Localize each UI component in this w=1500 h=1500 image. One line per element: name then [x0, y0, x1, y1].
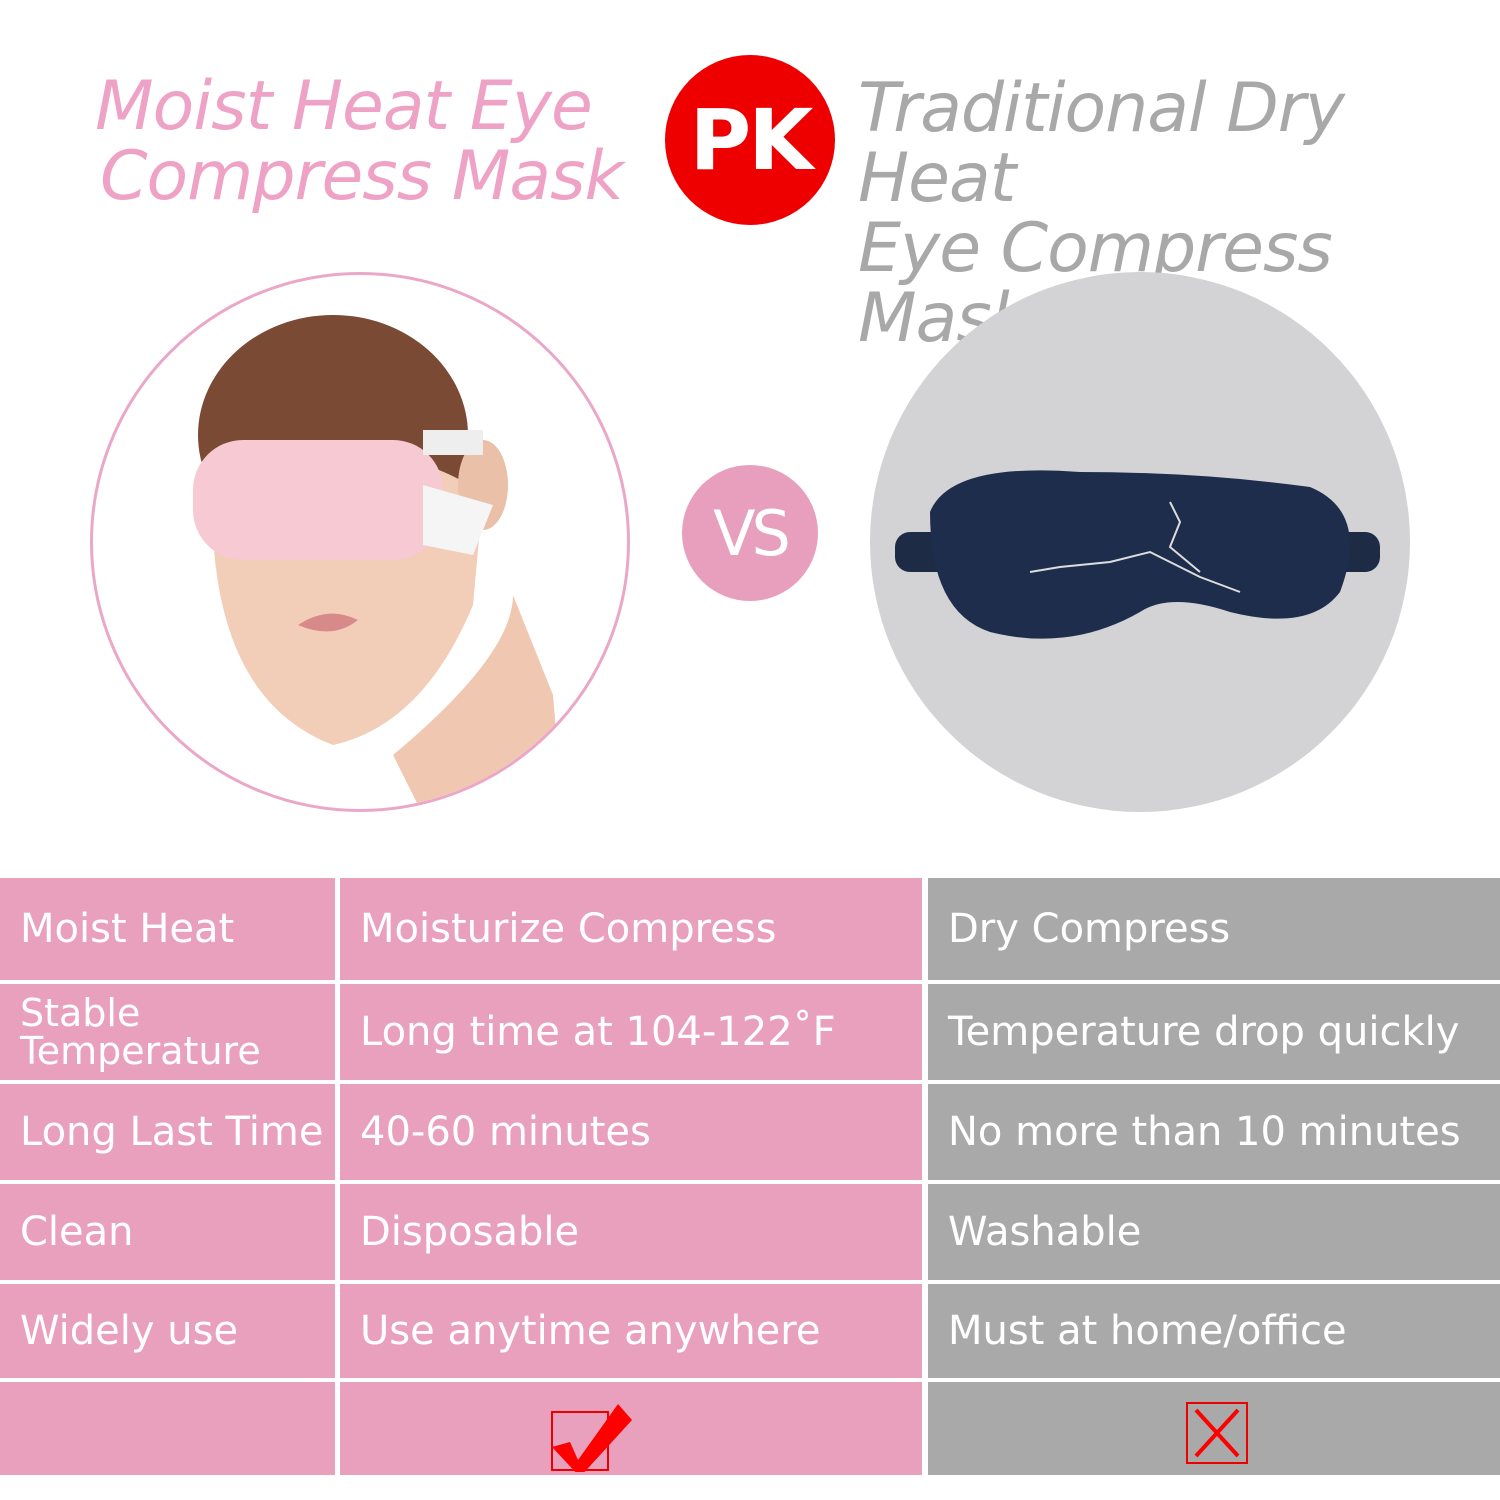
table-cell-dry: No more than 10 minutes: [928, 1084, 1500, 1180]
dry-mask-photo: [870, 272, 1410, 812]
moist-mask-photo: [90, 272, 630, 812]
check-icon: [551, 1404, 632, 1472]
cell-text: Washable: [948, 1209, 1142, 1255]
vs-badge: VS: [682, 465, 818, 601]
cell-text: 40-60 minutes: [360, 1109, 651, 1155]
cell-text: Use anytime anywhere: [360, 1308, 821, 1354]
verdict-cell-dry: [928, 1382, 1500, 1475]
title-line: Traditional Dry Heat: [858, 69, 1345, 218]
cell-text: Widely use: [20, 1308, 239, 1354]
title-line: Compress Mask: [100, 137, 624, 216]
moist-mask-title: Moist Heat Eye Compress Mask: [95, 67, 624, 216]
title-line: Eye Compress Mask: [858, 209, 1333, 358]
pk-badge: PK: [665, 55, 835, 225]
table-cell-feature: Long Last Time: [0, 1084, 335, 1180]
cell-text: No more than 10 minutes: [948, 1109, 1461, 1155]
cell-text: Stable Temperature: [20, 991, 261, 1073]
table-cell-dry: Temperature drop quickly: [928, 984, 1500, 1080]
table-cell-moist: Long time at 104-122˚F: [340, 984, 922, 1080]
table-cell-feature: Clean: [0, 1184, 335, 1280]
cell-text: Temperature drop quickly: [948, 1009, 1460, 1055]
table-cell-feature: Stable Temperature: [0, 984, 335, 1080]
table-cell-moist: 40-60 minutes: [340, 1084, 922, 1180]
cell-text: Clean: [20, 1209, 134, 1255]
x-icon: [1186, 1402, 1248, 1464]
cell-text: Long time at 104-122˚F: [360, 1009, 836, 1055]
table-cell-moist: Moisturize Compress: [340, 878, 922, 980]
cell-text: Long Last Time: [20, 1109, 324, 1155]
table-cell-moist: Use anytime anywhere: [340, 1284, 922, 1378]
cell-text: Disposable: [360, 1209, 580, 1255]
title-line: Moist Heat Eye: [95, 67, 593, 146]
table-cell-moist: Disposable: [340, 1184, 922, 1280]
table-cell-dry: Washable: [928, 1184, 1500, 1280]
table-cell-feature: Moist Heat: [0, 878, 335, 980]
cell-text: Moisturize Compress: [360, 906, 777, 952]
cell-text: Dry Compress: [948, 906, 1231, 952]
verdict-cell-feature: [0, 1382, 335, 1475]
verdict-cell-moist: [340, 1382, 922, 1475]
cell-text: Must at home/office: [948, 1308, 1347, 1354]
dry-mask-title: Traditional Dry Heat Eye Compress Mask: [858, 74, 1500, 354]
table-cell-dry: Must at home/office: [928, 1284, 1500, 1378]
cell-text: Moist Heat: [20, 906, 235, 952]
table-cell-feature: Widely use: [0, 1284, 335, 1378]
table-cell-dry: Dry Compress: [928, 878, 1500, 980]
